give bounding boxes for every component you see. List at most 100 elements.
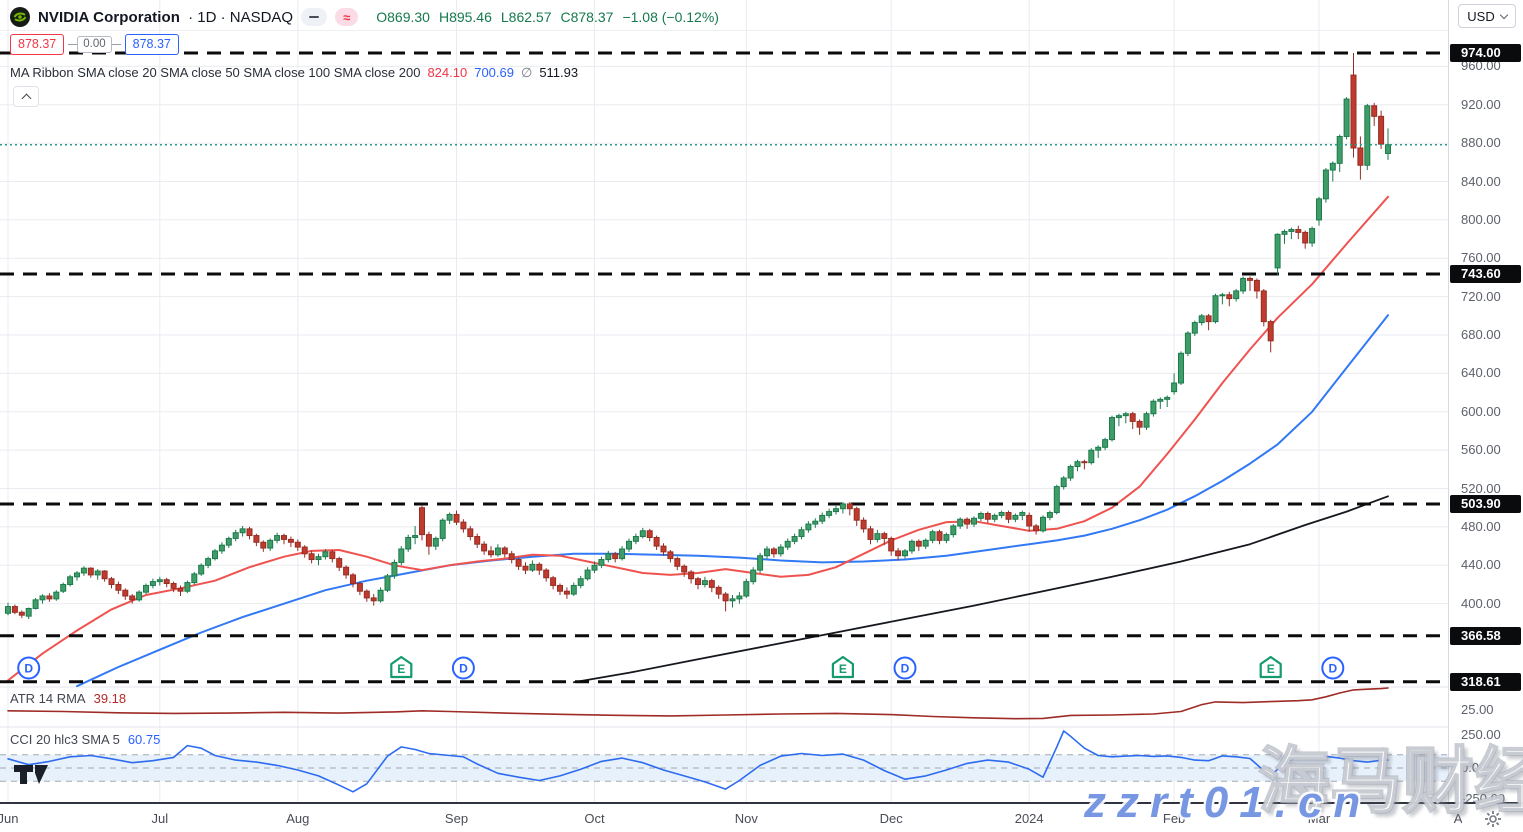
candle[interactable]	[1343, 98, 1350, 137]
candle[interactable]	[501, 547, 508, 555]
candle[interactable]	[170, 583, 177, 589]
candle[interactable]	[1171, 382, 1178, 393]
candle[interactable]	[156, 579, 163, 583]
candle[interactable]	[1295, 229, 1302, 233]
candle[interactable]	[281, 535, 287, 540]
candle[interactable]	[881, 533, 888, 539]
cci-line[interactable]	[7, 730, 1389, 793]
candle[interactable]	[536, 563, 543, 571]
candle[interactable]	[626, 540, 632, 550]
candle[interactable]	[108, 578, 115, 585]
candle[interactable]	[1316, 198, 1322, 221]
dividend-badge[interactable]	[893, 656, 917, 680]
candle[interactable]	[550, 577, 557, 586]
candle[interactable]	[1157, 398, 1164, 402]
cci-legend[interactable]: CCI 20 hlc3 SMA 5 60.75	[10, 732, 160, 747]
candle[interactable]	[508, 553, 515, 561]
candle[interactable]	[1247, 277, 1253, 281]
candle[interactable]	[481, 543, 488, 552]
candle[interactable]	[294, 541, 301, 548]
candle[interactable]	[184, 582, 191, 592]
candle[interactable]	[757, 555, 764, 571]
candle[interactable]	[936, 531, 943, 541]
candle[interactable]	[639, 530, 646, 538]
candle[interactable]	[301, 546, 308, 555]
candle[interactable]	[543, 569, 550, 579]
candle[interactable]	[1150, 400, 1157, 415]
candle[interactable]	[398, 548, 405, 563]
candle[interactable]	[722, 593, 729, 602]
candle[interactable]	[598, 559, 605, 566]
candle[interactable]	[1357, 147, 1364, 166]
candle[interactable]	[1012, 514, 1019, 520]
candle[interactable]	[991, 514, 998, 520]
candle[interactable]	[515, 559, 522, 567]
candle[interactable]	[770, 548, 777, 555]
level-price-badge[interactable]: 743.60	[1450, 265, 1521, 284]
candle[interactable]	[688, 571, 695, 580]
candle[interactable]	[943, 534, 950, 541]
candle[interactable]	[1095, 446, 1102, 451]
candle[interactable]	[1122, 413, 1129, 417]
gear-icon[interactable]	[1484, 810, 1502, 828]
candle[interactable]	[667, 551, 674, 560]
candle[interactable]	[53, 591, 60, 600]
candle[interactable]	[791, 536, 798, 542]
candle[interactable]	[246, 528, 253, 537]
ma-ribbon-legend[interactable]: MA Ribbon SMA close 20 SMA close 50 SMA …	[10, 65, 578, 81]
candle[interactable]	[695, 578, 701, 585]
candle[interactable]	[11, 606, 18, 613]
candle[interactable]	[1040, 516, 1046, 532]
candle[interactable]	[1164, 396, 1171, 400]
candle[interactable]	[1309, 228, 1316, 244]
time-axis-label[interactable]: Jun	[0, 811, 19, 826]
candle[interactable]	[929, 531, 936, 541]
candle[interactable]	[1329, 162, 1336, 171]
level-price-badge[interactable]: 974.00	[1450, 44, 1521, 62]
candle[interactable]	[563, 590, 570, 595]
time-axis[interactable]: Jun Jul Aug Sep Oct Nov Dec 2024 Feb Mar Apr	[0, 805, 1462, 832]
candle[interactable]	[612, 553, 619, 560]
candle[interactable]	[708, 580, 715, 588]
candle[interactable]	[191, 573, 198, 584]
candle[interactable]	[1212, 295, 1219, 323]
candle[interactable]	[32, 599, 39, 609]
candle[interactable]	[1240, 277, 1247, 292]
candle[interactable]	[60, 583, 67, 592]
candle[interactable]	[701, 580, 708, 585]
line-price-label-red[interactable]: 878.37	[10, 34, 65, 55]
candle[interactable]	[846, 503, 853, 510]
candle[interactable]	[1267, 321, 1274, 342]
candle[interactable]	[87, 567, 94, 576]
candle[interactable]	[1178, 352, 1184, 384]
candle[interactable]	[1385, 144, 1391, 154]
candle[interactable]	[115, 583, 122, 591]
candle[interactable]	[80, 567, 87, 574]
time-axis-label[interactable]: Aug	[286, 811, 310, 826]
candle[interactable]	[94, 570, 101, 576]
dividend-badge[interactable]	[451, 656, 475, 680]
candle[interactable]	[336, 558, 343, 568]
candle[interactable]	[329, 551, 336, 560]
candle[interactable]	[577, 578, 584, 586]
sma20-line[interactable]	[7, 195, 1389, 682]
candle[interactable]	[1378, 115, 1385, 145]
candle[interactable]	[377, 589, 384, 602]
candle[interactable]	[1336, 135, 1343, 164]
candle[interactable]	[557, 584, 563, 592]
candle[interactable]	[1260, 290, 1267, 323]
candle[interactable]	[453, 513, 460, 523]
candle[interactable]	[5, 606, 11, 614]
time-axis-label[interactable]: Dec	[879, 811, 903, 826]
candle[interactable]	[743, 581, 750, 597]
time-axis-label[interactable]: Mar	[1307, 811, 1331, 826]
candle[interactable]	[605, 553, 612, 561]
time-axis-label[interactable]: Jul	[151, 811, 169, 826]
candle[interactable]	[1274, 233, 1281, 269]
candle[interactable]	[18, 611, 25, 616]
candle[interactable]	[660, 545, 667, 553]
candle[interactable]	[826, 511, 833, 516]
candle[interactable]	[39, 595, 46, 601]
candle[interactable]	[591, 564, 598, 571]
